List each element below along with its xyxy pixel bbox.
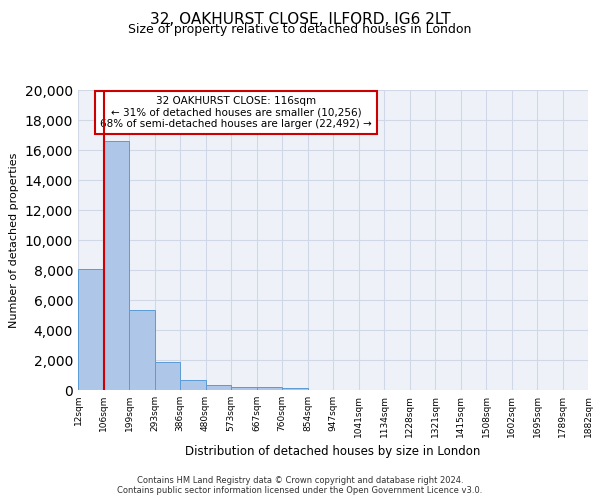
Bar <box>231 387 257 390</box>
Text: 32, OAKHURST CLOSE, ILFORD, IG6 2LT: 32, OAKHURST CLOSE, ILFORD, IG6 2LT <box>149 12 451 28</box>
Text: 32 OAKHURST CLOSE: 116sqm
← 31% of detached houses are smaller (10,256)
68% of s: 32 OAKHURST CLOSE: 116sqm ← 31% of detac… <box>100 96 372 129</box>
Bar <box>155 362 180 390</box>
Text: Contains HM Land Registry data © Crown copyright and database right 2024.
Contai: Contains HM Land Registry data © Crown c… <box>118 476 482 495</box>
Bar <box>180 380 205 390</box>
Bar <box>104 141 129 390</box>
Bar <box>205 385 231 390</box>
X-axis label: Distribution of detached houses by size in London: Distribution of detached houses by size … <box>185 446 481 458</box>
Y-axis label: Number of detached properties: Number of detached properties <box>9 152 19 328</box>
Text: Size of property relative to detached houses in London: Size of property relative to detached ho… <box>128 22 472 36</box>
Bar <box>78 269 104 390</box>
Bar <box>129 310 155 390</box>
Bar <box>257 388 282 390</box>
Bar <box>282 388 308 390</box>
